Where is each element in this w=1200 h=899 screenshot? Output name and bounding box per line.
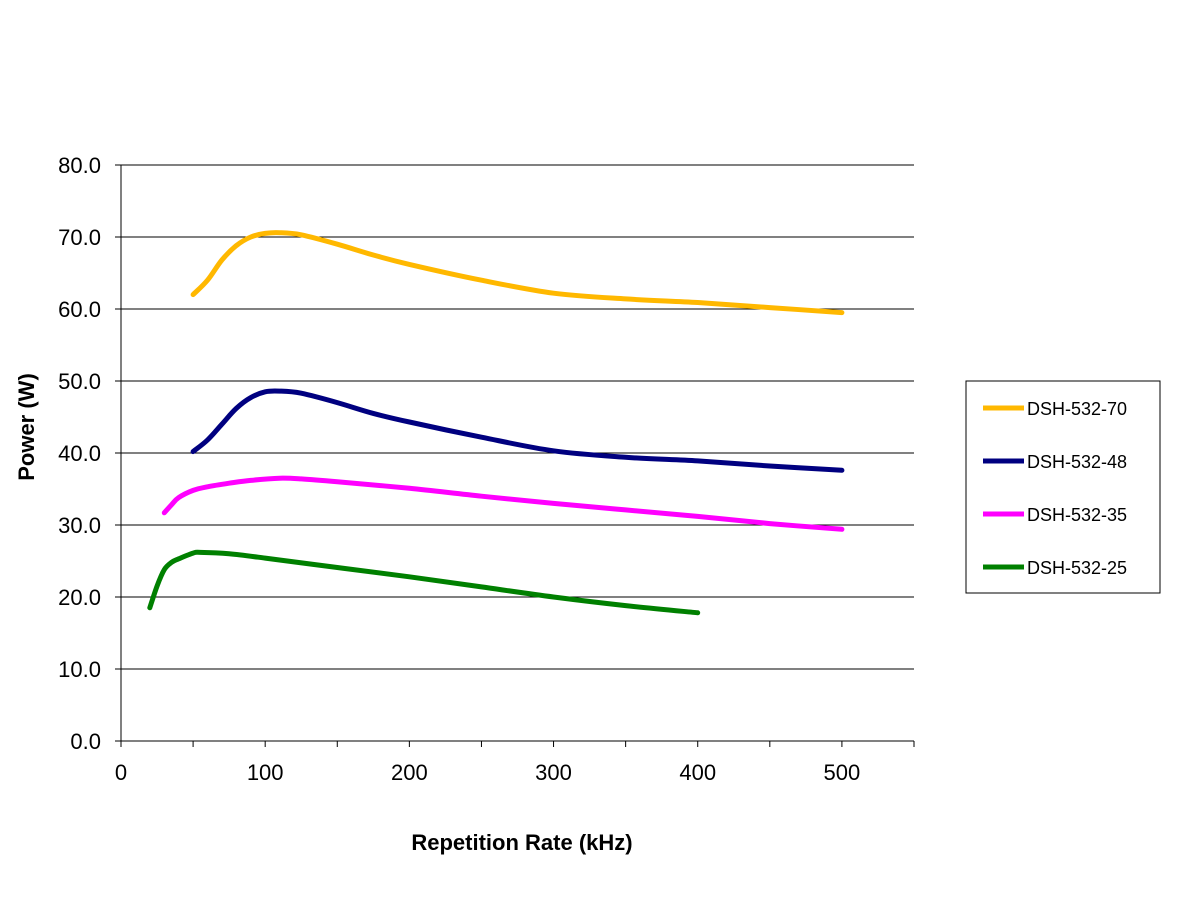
y-tick-label: 70.0	[58, 225, 101, 250]
x-axis-title: Repetition Rate (kHz)	[411, 830, 632, 855]
legend: DSH-532-70 DSH-532-48 DSH-532-35 DSH-532-25	[965, 380, 1161, 594]
y-tick-label: 20.0	[58, 585, 101, 610]
x-tick-label: 200	[391, 760, 428, 785]
legend-label-dsh-532-48: DSH-532-48	[1027, 452, 1127, 472]
series-lines	[147, 230, 845, 616]
series-line-dsh-532-25	[147, 549, 701, 616]
y-axis-title: Power (W)	[14, 373, 39, 481]
y-tick-label: 0.0	[70, 729, 101, 754]
y-tick-label: 50.0	[58, 369, 101, 394]
axes: 0.0 10.0 20.0 30.0 40.0 50.0 60.0 70.0 80.0 0 100 2…	[58, 153, 915, 785]
x-tick-label: 300	[535, 760, 572, 785]
x-tick-label: 500	[824, 760, 861, 785]
x-tick-label: 100	[247, 760, 284, 785]
legend-label-dsh-532-25: DSH-532-25	[1027, 558, 1127, 578]
x-tick-label: 400	[679, 760, 716, 785]
series-line-dsh-532-48	[190, 388, 845, 473]
legend-box	[965, 380, 1161, 594]
legend-label-dsh-532-70: DSH-532-70	[1027, 399, 1127, 419]
series-line-dsh-532-70	[190, 230, 845, 316]
y-tick-label: 60.0	[58, 297, 101, 322]
y-tick-label: 30.0	[58, 513, 101, 538]
legend-label-dsh-532-35: DSH-532-35	[1027, 505, 1127, 525]
y-tick-label: 10.0	[58, 657, 101, 682]
x-tick-label: 0	[115, 760, 127, 785]
series-line-dsh-532-35	[161, 475, 845, 532]
y-tick-label: 40.0	[58, 441, 101, 466]
y-tick-label: 80.0	[58, 153, 101, 178]
